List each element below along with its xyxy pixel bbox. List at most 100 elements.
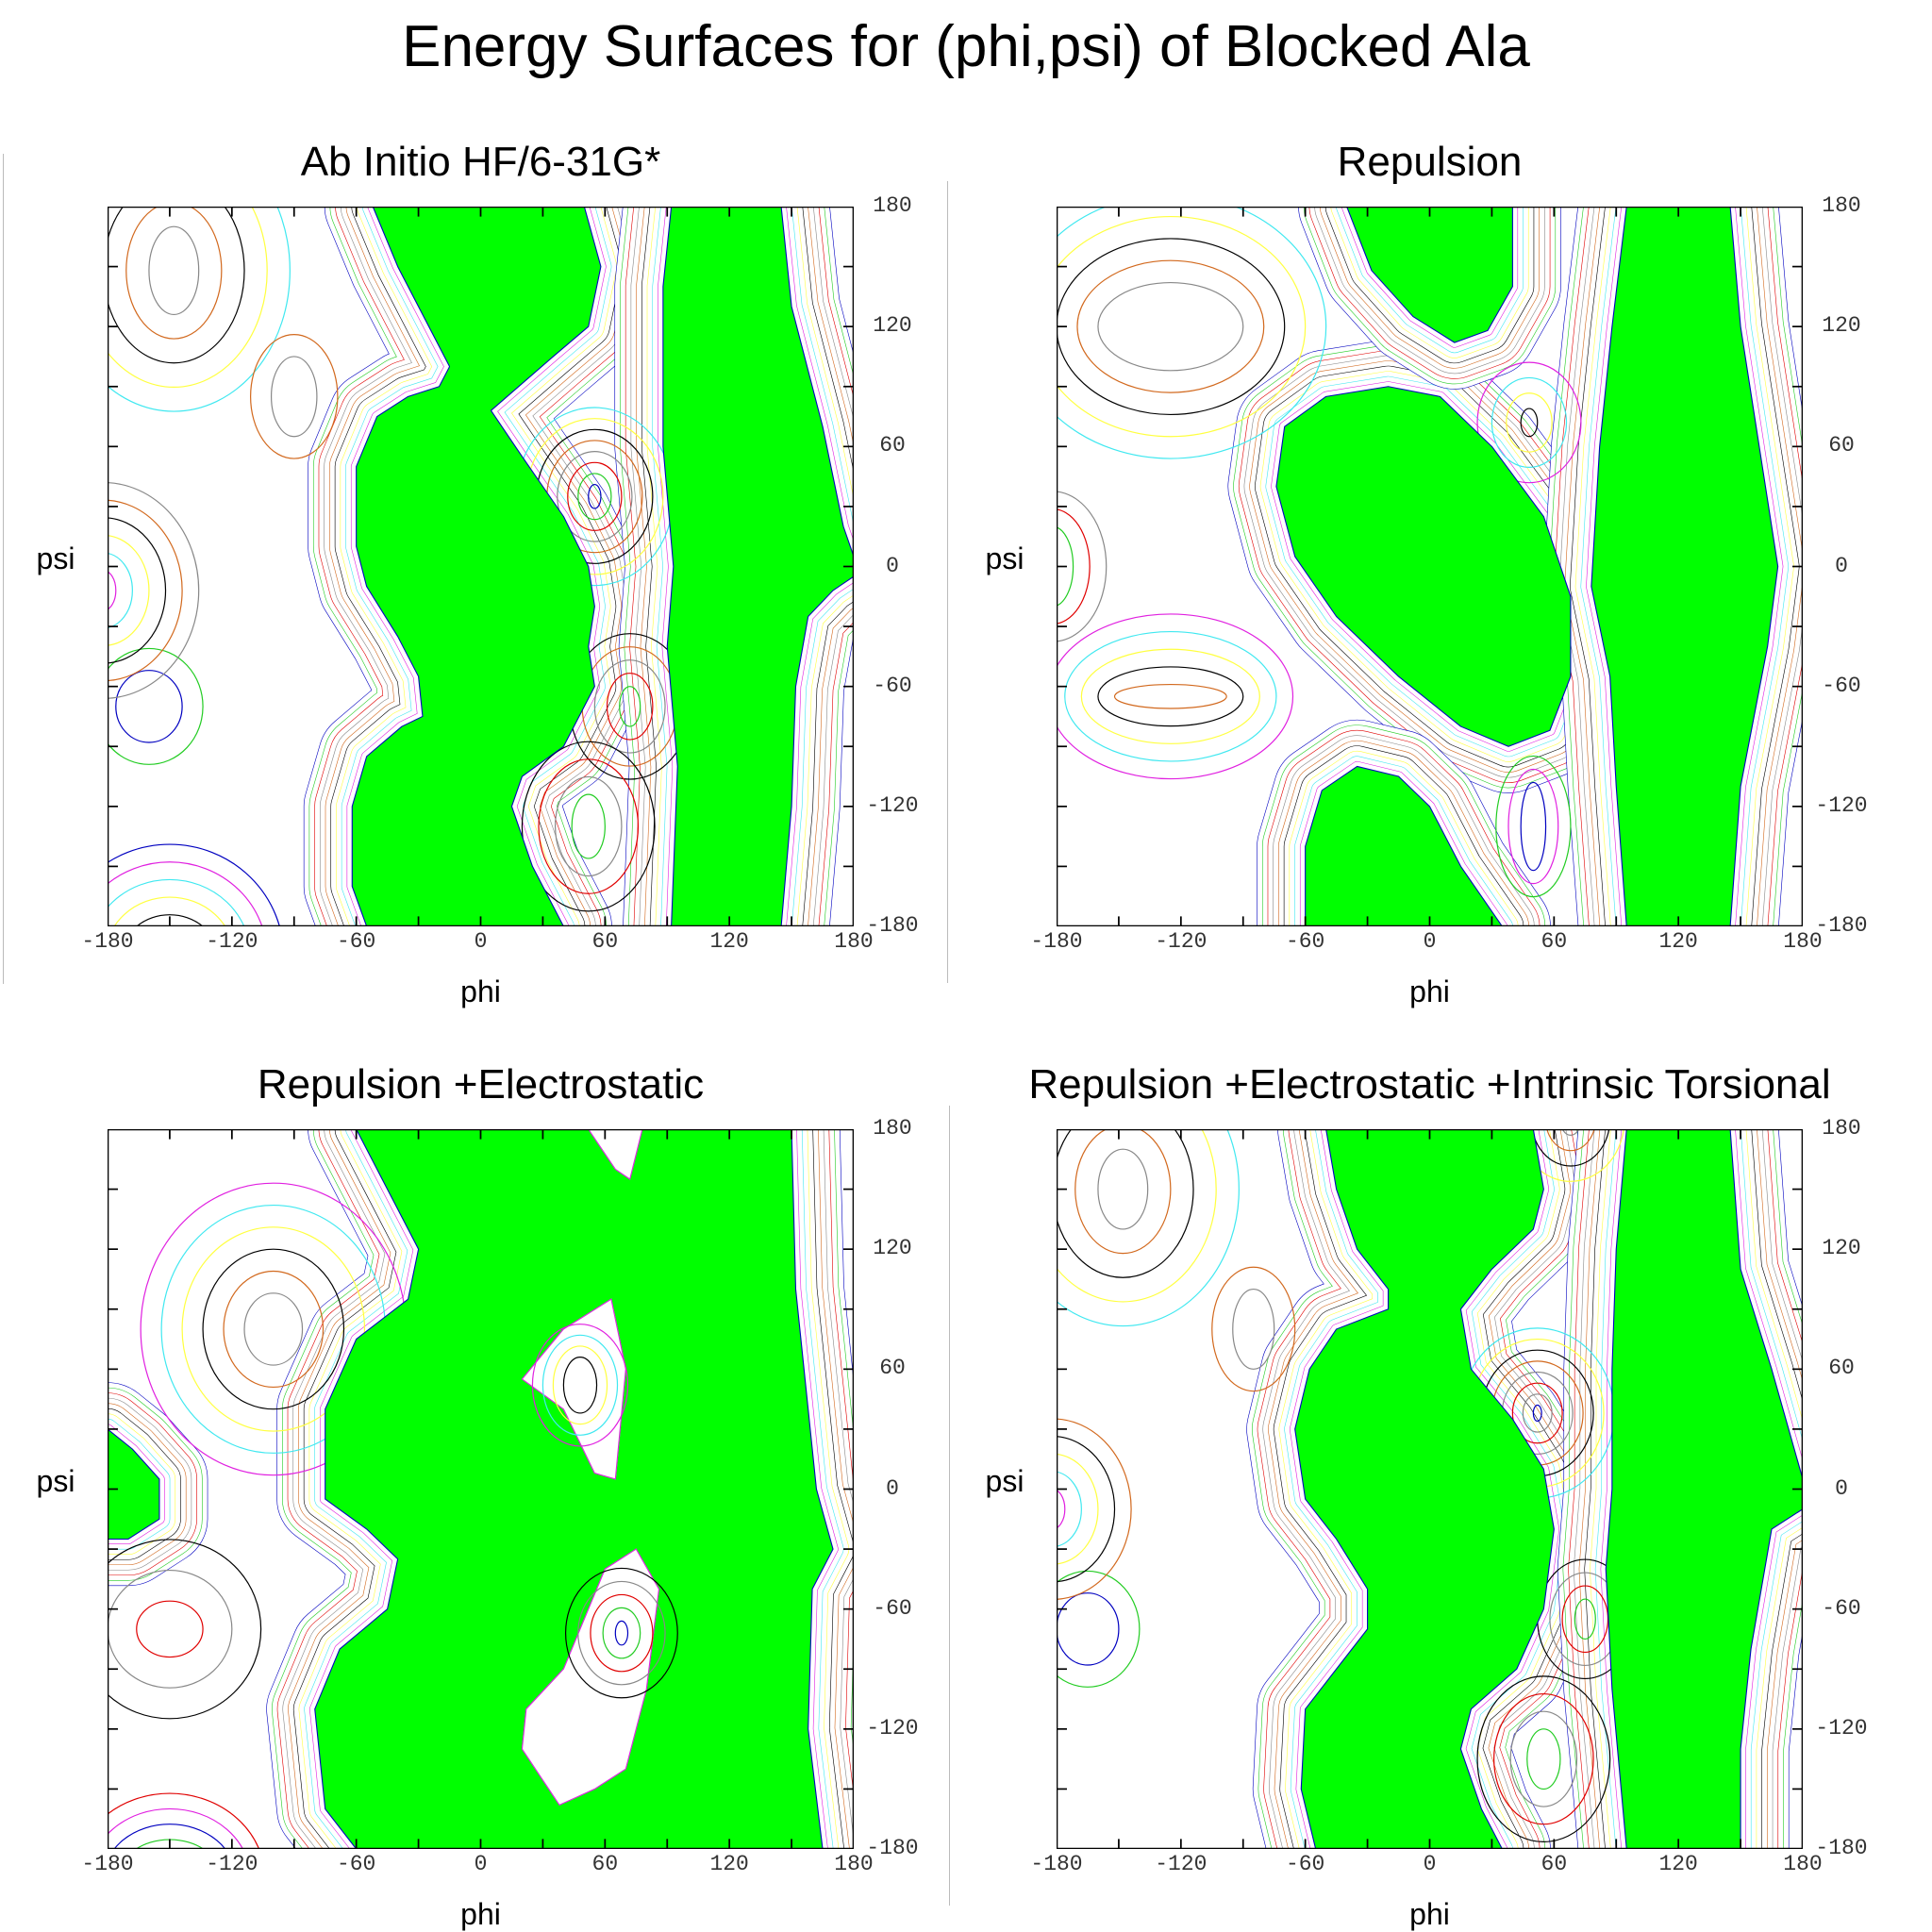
x-axis-label: phi	[1409, 1897, 1450, 1931]
contour-line	[1491, 376, 1568, 468]
y-axis-label: psi	[985, 541, 1024, 575]
contour-line	[1057, 1592, 1120, 1666]
contour-line	[108, 1539, 262, 1720]
x-tick-label: -180	[1030, 1852, 1083, 1876]
panel-title: Ab Initio HF/6-31G*	[300, 139, 661, 185]
contour-line	[108, 499, 183, 682]
contour-line	[619, 686, 641, 727]
y-tick-label: 180	[1822, 1116, 1861, 1141]
contour-line	[1097, 1148, 1149, 1230]
contour-line	[593, 659, 666, 754]
contour-line	[541, 1334, 619, 1436]
contour-line	[270, 356, 318, 438]
y-tick-label: 120	[1822, 1236, 1861, 1261]
contour-line	[521, 741, 656, 912]
x-tick-label: -180	[81, 1852, 134, 1876]
panel-title: Repulsion	[1337, 139, 1523, 185]
contour-line	[1561, 1129, 1580, 1136]
panel-repulsion: Repulsion psi phi -180 -120 -60 0 60 120 180 180 12…	[986, 139, 1868, 1008]
contour-line	[108, 861, 263, 926]
contour-line	[1074, 1129, 1172, 1255]
contour-line	[223, 1270, 325, 1388]
axes-frame	[1057, 1129, 1803, 1849]
contour-line	[1057, 1570, 1141, 1688]
contour-line	[1057, 207, 1327, 459]
panel-title: Repulsion +Electrostatic	[257, 1061, 705, 1108]
x-tick-label: -180	[81, 929, 134, 954]
contour-line	[577, 473, 612, 521]
contour-line	[108, 207, 245, 364]
contour-line	[148, 225, 200, 316]
x-axis-label: phi	[460, 974, 501, 1008]
axes-frame	[108, 207, 854, 926]
favorable-region	[314, 1129, 834, 1849]
contour-line	[1057, 1418, 1132, 1600]
y-tick-label: 120	[1822, 313, 1861, 339]
contour-line	[554, 775, 623, 877]
y-tick-label: -60	[873, 1595, 912, 1621]
contour-line	[1064, 631, 1277, 762]
contour-line	[564, 1567, 678, 1699]
contour-line	[108, 207, 291, 412]
contour-line	[614, 1620, 629, 1646]
x-tick-label: -120	[206, 929, 258, 954]
contour-line	[538, 758, 640, 894]
divider	[947, 181, 948, 983]
contour-line	[1507, 768, 1559, 885]
contour-line	[1097, 666, 1244, 727]
x-axis-label: phi	[1409, 974, 1450, 1008]
x-tick-label: 60	[1541, 929, 1568, 954]
contour-line	[1546, 1129, 1595, 1152]
contour-line	[588, 484, 602, 509]
contour-plot	[108, 1129, 854, 1849]
contour-plot	[1057, 207, 1803, 926]
contour-line	[108, 1569, 233, 1689]
y-tick-label: 180	[873, 1116, 912, 1141]
favorable-region	[1275, 386, 1572, 747]
contour-line	[1057, 1129, 1194, 1278]
x-tick-label: -60	[1285, 1852, 1325, 1876]
x-tick-label: 60	[1541, 1852, 1568, 1876]
island-contour	[521, 1548, 660, 1807]
y-tick-label: -180	[1815, 1836, 1868, 1860]
y-tick-label: 60	[879, 1356, 906, 1381]
x-tick-label: 180	[1783, 929, 1823, 954]
contour-line	[108, 1792, 260, 1849]
y-axis-label: psi	[36, 541, 75, 575]
y-tick-label: 60	[1828, 1356, 1855, 1381]
x-tick-label: 60	[591, 1852, 619, 1876]
contour-line	[1057, 613, 1294, 780]
contour-line	[1057, 1129, 1240, 1327]
contour-line	[136, 1600, 204, 1658]
contour-line	[108, 207, 268, 388]
contour-line	[181, 1226, 366, 1432]
contour-line	[1057, 238, 1286, 415]
contour-line	[136, 914, 204, 926]
y-tick-label: -60	[1822, 673, 1861, 698]
contour-line	[1516, 1129, 1624, 1182]
panel-ab-initio: Ab Initio HF/6-31G* psi phi -180 -120 -60 0 60 1…	[37, 139, 919, 1008]
x-tick-label: 120	[709, 1852, 749, 1876]
favorable-region	[662, 207, 854, 926]
contour-line	[108, 647, 204, 765]
y-tick-label: 120	[873, 313, 912, 339]
y-tick-label: -120	[866, 1715, 919, 1740]
favorable-region	[1294, 1129, 1555, 1849]
contour-line	[1526, 1728, 1561, 1790]
favorable-region	[1305, 765, 1503, 926]
contour-line	[1113, 683, 1227, 709]
favorable-region	[1346, 207, 1513, 343]
contour-line	[567, 461, 623, 531]
contour-line	[1057, 491, 1108, 642]
favorable-region	[108, 1428, 160, 1541]
x-tick-label: 180	[834, 929, 874, 954]
y-tick-label: 180	[1822, 193, 1861, 218]
y-axis-label: psi	[985, 1464, 1024, 1498]
panel-title: Repulsion +Electrostatic +Intrinsic Tors…	[1028, 1061, 1831, 1108]
contour-line	[1495, 755, 1572, 898]
x-tick-label: -60	[336, 929, 376, 954]
y-tick-label: 0	[886, 553, 899, 578]
x-tick-label: 120	[709, 929, 749, 954]
contour-line	[1057, 1490, 1066, 1529]
y-tick-label: 60	[879, 433, 906, 458]
